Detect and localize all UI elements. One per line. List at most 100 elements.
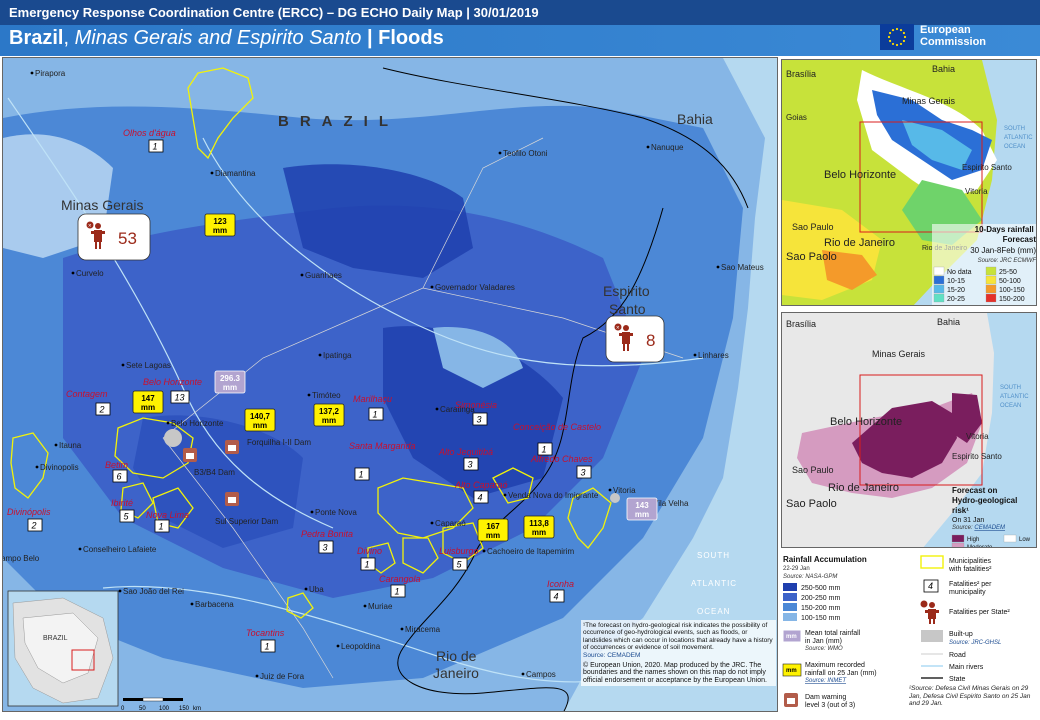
svg-text:km: km [193, 706, 201, 712]
max-rainfall-unit: mm [253, 421, 267, 430]
municipality-marker[interactable]: Alto Jequitibá 3 [438, 447, 493, 471]
municipality-marker[interactable]: Simonésia 3 [455, 400, 497, 426]
municipality-fatality-count: 1 [159, 522, 164, 532]
max-rainfall-value: 113,8 [529, 519, 549, 528]
svg-text:State: State [949, 676, 965, 683]
max-rainfall-box[interactable]: 113,8mm [523, 515, 555, 539]
town-label: Guanhaes [305, 271, 342, 280]
legend-footnote-source: ²Source: Defesa Civil Minas Gerais on 29… [909, 685, 1031, 707]
municipality-marker[interactable]: Alto Caparaó 4 [454, 480, 508, 504]
legend-swatch [951, 534, 965, 543]
title-event: Floods [378, 27, 444, 49]
locator-map: BRAZIL [7, 590, 119, 707]
rainfall-boxes: 123mm147mm140,7mm137,2mm167mm113,8mm296.… [132, 213, 658, 542]
max-rainfall-box[interactable]: 137,2mm [313, 403, 345, 427]
sea-label-atlantic: ATLANTIC [691, 579, 737, 588]
map-title: Brazil, Minas Gerais and Espirito Santo … [0, 25, 1040, 56]
state-label-espirito-santo: Espirito Santo [603, 283, 654, 317]
svg-text:Source: JRC-GHSL: Source: JRC-GHSL [949, 640, 1001, 646]
dam-icon-forquilha[interactable] [225, 440, 239, 454]
municipality-marker[interactable]: Pedra Bonita 3 [301, 529, 353, 554]
municipality-fatality-count: 3 [323, 543, 328, 553]
inset-risk-sea-label: SOUTH [1000, 385, 1021, 391]
inset-risk-legend: High Low Moderate [951, 534, 1031, 547]
inset-rain-title-1: 10-Days rainfall [975, 225, 1034, 234]
town-label: Juiz de Fora [260, 672, 305, 681]
svg-text:Municipalities with fata: Municipalities with fatalities² [948, 558, 993, 573]
svg-text:×: × [88, 224, 92, 230]
inset-risk-place-label: Vitoria [966, 432, 989, 441]
dam-icon-sul-superior[interactable] [225, 492, 239, 506]
municipality-name: Olhos d'água [123, 128, 176, 138]
municipality-marker[interactable]: Luisburgo 5 [439, 546, 479, 571]
inset-risk-source-link[interactable]: CEMADEM [974, 525, 1005, 531]
town-label: Cachoeiro de Itapemirim [487, 547, 574, 556]
town-label: Ponte Nova [315, 508, 357, 517]
inset-rainfall-forecast[interactable]: Bahia Minas Gerais Brasília Goias Belo Horiz… [781, 59, 1037, 306]
inset-rain-place-label: Sao Paulo [792, 222, 834, 232]
fatality-count-espirito-santo: 8 [646, 331, 655, 350]
inset-risk-place-label: Espirito Santo [952, 452, 1002, 461]
town-label: Curvelo [76, 269, 104, 278]
title-region: Minas Gerais and Espirito Santo [74, 27, 362, 49]
municipality-fatality-count: 2 [31, 521, 37, 531]
legend-rain-period: 22-29 Jan [783, 566, 810, 572]
fatality-person-icon: × [614, 323, 633, 351]
municipality-marker[interactable]: Olhos d'água 1 [123, 128, 176, 153]
max-rainfall-box[interactable]: 140,7mm [244, 408, 276, 432]
mean-rainfall-value: 296.3 [220, 374, 241, 383]
municipality-marker[interactable]: Divino 1 [357, 546, 382, 571]
municipality-marker[interactable]: Tocantins 1 [246, 628, 285, 653]
town-label: Uba [309, 585, 324, 594]
municipality-marker[interactable]: Iconha 4 [547, 579, 574, 603]
town-label: Caparaó [435, 519, 466, 528]
legend-rain-swatch [783, 603, 797, 611]
state-label-minas-gerais: Minas Gerais [61, 197, 143, 213]
municipality-marker[interactable]: Conceição de Castelo 1 [513, 422, 601, 456]
map-notes: ¹The forecast on hydro-geological risk i… [581, 620, 776, 687]
municipality-fatality-count: 4 [478, 493, 483, 503]
municipality-marker[interactable]: Carangola 1 [379, 574, 421, 598]
inset-rain-15-20 [902, 120, 972, 170]
municipality-marker[interactable]: Divinópolis 2 [7, 507, 51, 532]
municipality-fatality-count: 4 [554, 592, 559, 602]
disclaimer: © European Union, 2020. Map produced by … [583, 662, 767, 684]
mean-rainfall-box[interactable]: 296.3mm [214, 370, 246, 394]
municipality-marker[interactable]: Nova Lima 1 [146, 510, 189, 533]
municipality-marker[interactable]: Alfredo Chaves 3 [530, 454, 593, 479]
legend-rivers: Main rivers [921, 664, 984, 671]
svg-text:mm: mm [786, 668, 797, 674]
municipality-marker[interactable]: Ibirité 5 [111, 498, 135, 523]
municipality-marker[interactable]: Marilhaçu 1 [353, 394, 392, 421]
municipality-marker[interactable]: Betim 6 [105, 460, 129, 483]
municipality-marker[interactable]: Contagem 2 [66, 389, 111, 416]
municipality-marker[interactable]: Belo Horizonte 13 [143, 377, 202, 404]
municipality-name: Alto Caparaó [454, 480, 508, 490]
dam-icons [183, 440, 239, 506]
inset-risk-source-prefix: Source: [952, 525, 974, 531]
eu-flag-icon [880, 24, 914, 50]
municipality-marker[interactable]: Santa Margarida 1 [349, 441, 416, 481]
legend-swatch [985, 284, 997, 294]
fatality-box-espirito-santo[interactable]: × 8 [605, 315, 665, 363]
main-rainfall-map[interactable]: BRAZIL Minas Gerais Espirito Santo Bahia… [2, 57, 778, 712]
inset-risk-title-1: Forecast on [952, 486, 997, 495]
municipality-name: Santa Margarida [349, 441, 416, 451]
town-label: Barbacena [195, 600, 234, 609]
inset-risk-place-label: Bahia [937, 317, 960, 327]
inset-hydro-risk[interactable]: Brasília Minas Gerais Bahia Belo Horizonte V… [781, 312, 1037, 548]
dam-icon-b3b4[interactable] [183, 448, 197, 462]
legend-fatalities-municipality: 4 Fatalities² per municipality [923, 579, 992, 596]
legend-swatch [933, 266, 945, 276]
municipality-name: Betim [105, 460, 129, 470]
town-label: Linhares [698, 351, 729, 360]
svg-text:×: × [616, 326, 620, 332]
municipality-outlines [10, 67, 612, 619]
municipality-name: Pedra Bonita [301, 529, 353, 539]
fatality-box-minas-gerais[interactable]: × 53 [77, 213, 151, 261]
svg-text:Main rivers: Main rivers [949, 664, 984, 671]
